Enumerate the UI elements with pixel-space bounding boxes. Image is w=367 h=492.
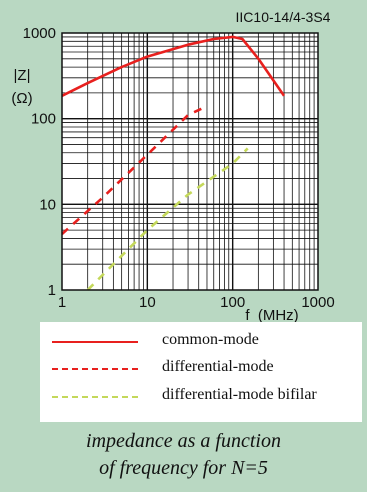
legend-swatch-solid-red xyxy=(52,341,138,343)
legend-label: differential-mode bifilar xyxy=(162,386,317,403)
legend-item-common-mode: common-mode xyxy=(40,331,362,353)
y-axis-label-line2: (Ω) xyxy=(11,90,32,107)
legend-label: common-mode xyxy=(162,331,259,348)
grid xyxy=(62,33,318,290)
legend-swatch-dashed-yellow xyxy=(52,396,138,398)
legend-item-differential-mode-bifilar: differential-mode bifilar xyxy=(40,386,362,408)
part-number: IIC10-14/4-3S4 xyxy=(236,9,331,25)
x-tick-label: 1000 xyxy=(301,294,334,311)
y-tick-label: 1000 xyxy=(23,25,56,42)
series-line-differential-mode xyxy=(61,104,208,235)
series-layer xyxy=(61,35,286,291)
series-line-differential-mode-bifilar xyxy=(86,147,249,291)
y-axis-label-line1: |Z| xyxy=(14,67,31,84)
y-tick-label: 10 xyxy=(39,196,56,213)
plot-frame xyxy=(61,32,319,291)
x-axis-label: f (MHz) xyxy=(245,307,298,322)
x-tick-label: 100 xyxy=(220,294,245,311)
legend-item-differential-mode: differential-mode xyxy=(40,358,362,380)
y-tick-label: 1 xyxy=(48,282,56,299)
x-tick-label: 10 xyxy=(139,294,156,311)
legend-label: differential-mode xyxy=(162,358,274,375)
legend-swatch-dashed-red xyxy=(52,368,138,370)
tick-labels: 1 10 100 1000 1 10 100 1000 xyxy=(23,25,335,311)
series-line-common-mode xyxy=(61,35,286,97)
legend: common-mode differential-mode differenti… xyxy=(40,322,362,422)
caption-line-2: of frequency for N=5 xyxy=(99,457,268,479)
plot-area xyxy=(62,33,318,290)
y-tick-label: 100 xyxy=(31,111,56,128)
caption-line-1: impedance as a function xyxy=(86,430,281,452)
x-tick-label: 1 xyxy=(58,294,66,311)
